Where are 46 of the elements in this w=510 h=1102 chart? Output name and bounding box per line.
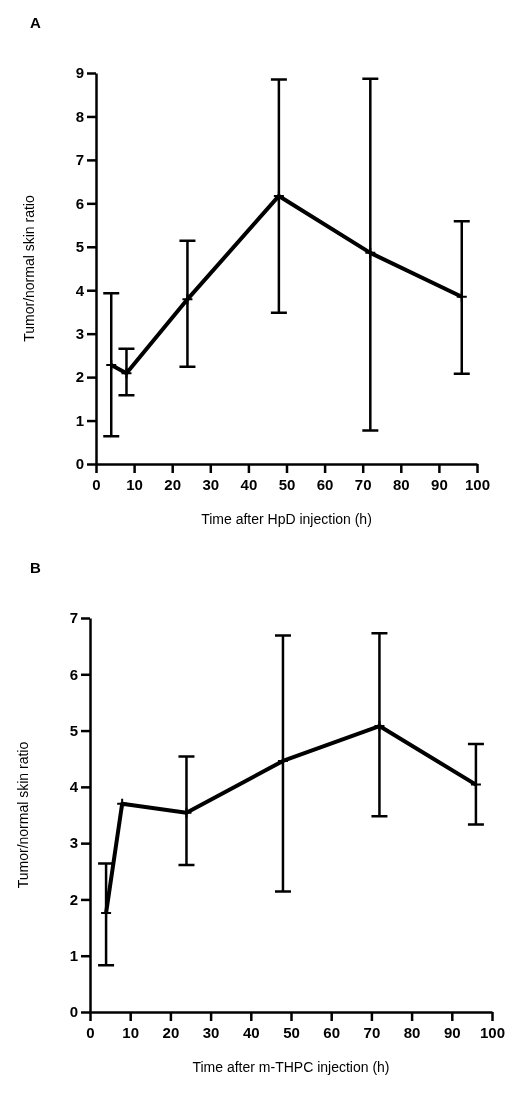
- x-tick-label: 0: [92, 475, 101, 493]
- x-tick-label: 50: [278, 475, 296, 493]
- x-axis-title: Time after m-THPC injection (h): [192, 1059, 390, 1075]
- y-tick-label: 8: [75, 107, 84, 125]
- y-tick-label: 4: [69, 778, 79, 796]
- x-tick-label: 100: [464, 475, 491, 493]
- y-tick-label: 7: [69, 609, 78, 627]
- chart-title: A: [30, 14, 41, 31]
- x-tick-label: 20: [162, 1023, 180, 1041]
- y-axis-title: Tumor/normal skin ratio: [21, 195, 37, 342]
- y-tick-label: 0: [75, 455, 84, 473]
- y-tick-label: 7: [75, 151, 84, 169]
- y-axis-title: Tumor/normal skin ratio: [15, 741, 31, 889]
- x-tick-label: 80: [392, 475, 410, 493]
- x-tick-label: 40: [240, 475, 258, 493]
- x-tick-label: 10: [126, 475, 143, 493]
- x-tick-label: 30: [202, 1023, 220, 1041]
- x-tick-label: 90: [431, 475, 448, 493]
- x-axis-title: Time after HpD injection (h): [201, 511, 372, 527]
- x-tick-label: 0: [86, 1023, 95, 1041]
- y-tick-label: 6: [75, 194, 84, 212]
- x-tick-label: 40: [242, 1023, 260, 1041]
- x-tick-label: 10: [122, 1023, 140, 1041]
- y-tick-label: 2: [75, 368, 84, 386]
- y-tick-label: 5: [69, 721, 78, 739]
- x-tick-label: 60: [323, 1023, 341, 1041]
- x-tick-label: 100: [479, 1023, 506, 1041]
- y-tick-label: 9: [75, 64, 84, 82]
- y-tick-label: 0: [69, 1003, 78, 1021]
- y-tick-label: 3: [75, 324, 84, 342]
- x-tick-label: 90: [443, 1023, 461, 1041]
- x-tick-label: 20: [164, 475, 182, 493]
- x-tick-label: 80: [403, 1023, 421, 1041]
- x-tick-label: 60: [316, 475, 334, 493]
- y-tick-label: 3: [69, 834, 78, 852]
- x-tick-label: 50: [283, 1023, 300, 1041]
- chart-title: B: [30, 559, 41, 576]
- y-tick-label: 6: [69, 665, 78, 683]
- y-tick-label: 4: [75, 281, 85, 299]
- x-tick-label: 70: [354, 475, 372, 493]
- y-tick-label: 5: [75, 238, 84, 256]
- y-tick-label: 2: [69, 890, 78, 908]
- x-tick-label: 70: [363, 1023, 381, 1041]
- x-tick-label: 30: [202, 475, 220, 493]
- y-tick-label: 1: [75, 411, 84, 429]
- y-tick-label: 1: [69, 947, 78, 965]
